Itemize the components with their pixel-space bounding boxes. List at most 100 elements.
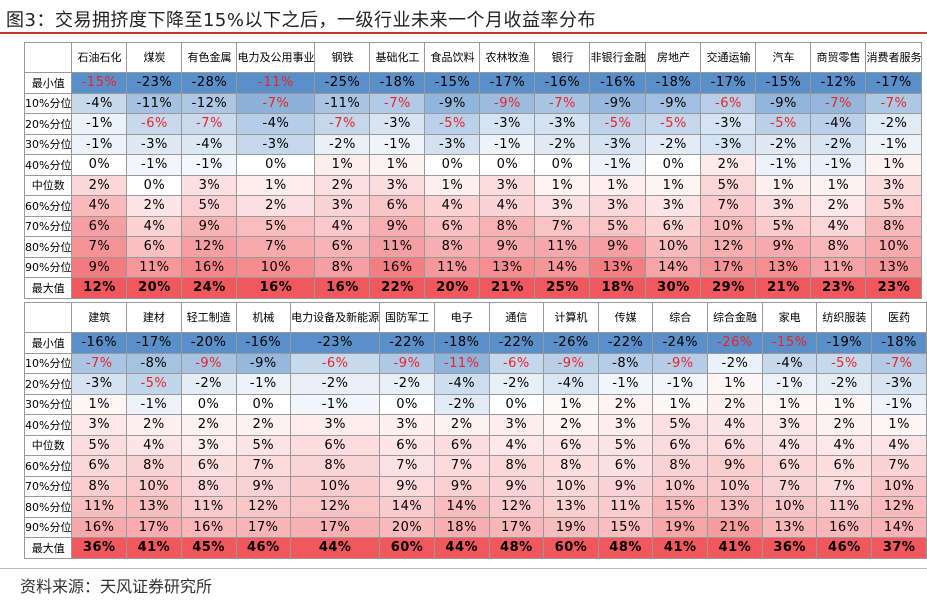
- value-cell: 1%: [369, 154, 426, 176]
- value-cell: 6%: [71, 455, 128, 477]
- table-row: 30%分位 -1% -3% -4% -3% -2% -1% -3% -1% -2% -3% -2% -3…: [23, 133, 923, 155]
- industry-header: 银行: [534, 42, 591, 73]
- value-cell: 3%: [290, 414, 381, 436]
- value-cell: -17%: [479, 72, 536, 94]
- value-cell: 7%: [761, 475, 818, 497]
- value-cell: 0%: [645, 154, 702, 176]
- value-cell: 2%: [700, 154, 757, 176]
- table-row: 中位数 5% 4% 3% 5% 6% 6% 6% 4% 6% 5% 6% 6% 4% 4% 4%: [23, 434, 927, 456]
- value-cell: 16%: [816, 516, 873, 538]
- value-cell: -6%: [290, 352, 381, 374]
- table-row: 最小值 -15% -23% -28% -11% -25% -18% -15% -17% -16% -…: [23, 72, 923, 94]
- value-cell: 4%: [810, 215, 867, 237]
- value-cell: 60%: [379, 537, 435, 559]
- value-cell: 1%: [761, 393, 818, 415]
- value-cell: 2%: [810, 195, 867, 217]
- value-cell: 4%: [488, 434, 545, 456]
- value-cell: 6%: [645, 215, 702, 237]
- value-cell: 9%: [433, 475, 490, 497]
- value-cell: 6%: [379, 434, 435, 456]
- value-cell: 1%: [534, 174, 591, 196]
- value-cell: -26%: [543, 332, 599, 354]
- row-label: 中位数: [23, 174, 73, 196]
- value-cell: 8%: [865, 215, 923, 237]
- value-cell: 2%: [543, 414, 599, 436]
- value-cell: 7%: [235, 455, 292, 477]
- value-cell: -4%: [543, 373, 599, 395]
- value-cell: -15%: [755, 72, 812, 94]
- value-cell: 13%: [126, 496, 182, 518]
- value-cell: 4%: [707, 414, 763, 436]
- industry-header: 非银行金融: [589, 42, 647, 73]
- value-cell: 0%: [379, 393, 435, 415]
- value-cell: -22%: [488, 332, 545, 354]
- value-cell: 46%: [816, 537, 873, 559]
- value-cell: 19%: [543, 516, 599, 538]
- value-cell: 2%: [314, 174, 371, 196]
- value-cell: 10%: [126, 475, 182, 497]
- value-cell: -26%: [707, 332, 763, 354]
- value-cell: 8%: [488, 455, 545, 477]
- value-cell: -1%: [290, 393, 381, 415]
- value-cell: -28%: [181, 72, 238, 94]
- value-cell: 2%: [180, 414, 237, 436]
- value-cell: 3%: [369, 174, 426, 196]
- value-cell: 41%: [707, 537, 763, 559]
- industry-header: 计算机: [543, 302, 599, 333]
- value-cell: 9%: [379, 475, 435, 497]
- row-label: 10%分位: [23, 352, 73, 374]
- value-cell: 0%: [479, 154, 536, 176]
- row-label: 40%分位: [23, 154, 73, 176]
- value-cell: 36%: [761, 537, 818, 559]
- value-cell: -2%: [488, 373, 545, 395]
- value-cell: 6%: [71, 215, 128, 237]
- header-row: 建筑 建材 轻工制造 机械 电力设备及新能源 国防军工 电子 通信 计算机 传媒 综合 综合金融 家电纺…: [23, 302, 927, 333]
- value-cell: 5%: [181, 195, 238, 217]
- value-cell: 17%: [126, 516, 182, 538]
- value-cell: 8%: [479, 215, 536, 237]
- value-cell: 6%: [369, 195, 426, 217]
- value-cell: 11%: [180, 496, 237, 518]
- value-cell: -9%: [235, 352, 292, 374]
- value-cell: -7%: [181, 113, 238, 135]
- value-cell: 9%: [597, 475, 654, 497]
- value-cell: 4%: [871, 434, 927, 456]
- value-cell: -24%: [652, 332, 709, 354]
- value-cell: 8%: [810, 236, 867, 258]
- value-cell: 4%: [479, 195, 536, 217]
- value-cell: 0%: [126, 174, 183, 196]
- figure-title: 图3：交易拥挤度下降至15%以下之后，一级行业未来一个月收益率分布: [6, 10, 596, 31]
- value-cell: -9%: [479, 92, 536, 114]
- source-note: 资料来源：天风证券研究所: [20, 577, 213, 596]
- value-cell: -7%: [810, 92, 867, 114]
- table-row: 20%分位 -3% -5% -2% -1% -2% -2% -4% -2% -4% -1% -1% 1%…: [23, 373, 927, 395]
- value-cell: -7%: [534, 92, 591, 114]
- value-cell: -4%: [761, 352, 818, 374]
- row-label: 中位数: [23, 434, 73, 456]
- value-cell: 2%: [433, 414, 490, 436]
- value-cell: 3%: [865, 174, 923, 196]
- value-cell: 10%: [236, 256, 316, 278]
- value-cell: -11%: [433, 352, 490, 374]
- value-cell: 1%: [755, 174, 812, 196]
- value-cell: 9%: [71, 256, 128, 278]
- value-cell: -1%: [871, 393, 927, 415]
- value-cell: 2%: [71, 174, 128, 196]
- industry-header: 房地产: [645, 42, 702, 73]
- value-cell: -6%: [700, 92, 757, 114]
- industry-header: 机械: [235, 302, 292, 333]
- value-cell: 48%: [597, 537, 654, 559]
- value-cell: -15%: [71, 72, 128, 94]
- value-cell: 6%: [816, 455, 873, 477]
- value-cell: 8%: [543, 455, 599, 477]
- value-cell: 7%: [236, 236, 316, 258]
- value-cell: 13%: [479, 256, 536, 278]
- table-row: 10%分位 -7% -8% -9% -9% -6% -9% -11% -6% -9% -8% -9% -…: [23, 352, 927, 374]
- table-row: 80%分位 11% 13% 11% 12% 12% 14% 14% 12% 13% 11% 15% 13…: [23, 496, 927, 518]
- value-cell: 6%: [290, 434, 381, 456]
- industry-header: 医药: [871, 302, 927, 333]
- value-cell: -1%: [126, 393, 182, 415]
- industry-header: 消费者服务: [865, 42, 923, 73]
- value-cell: 4%: [761, 434, 818, 456]
- value-cell: 44%: [433, 537, 490, 559]
